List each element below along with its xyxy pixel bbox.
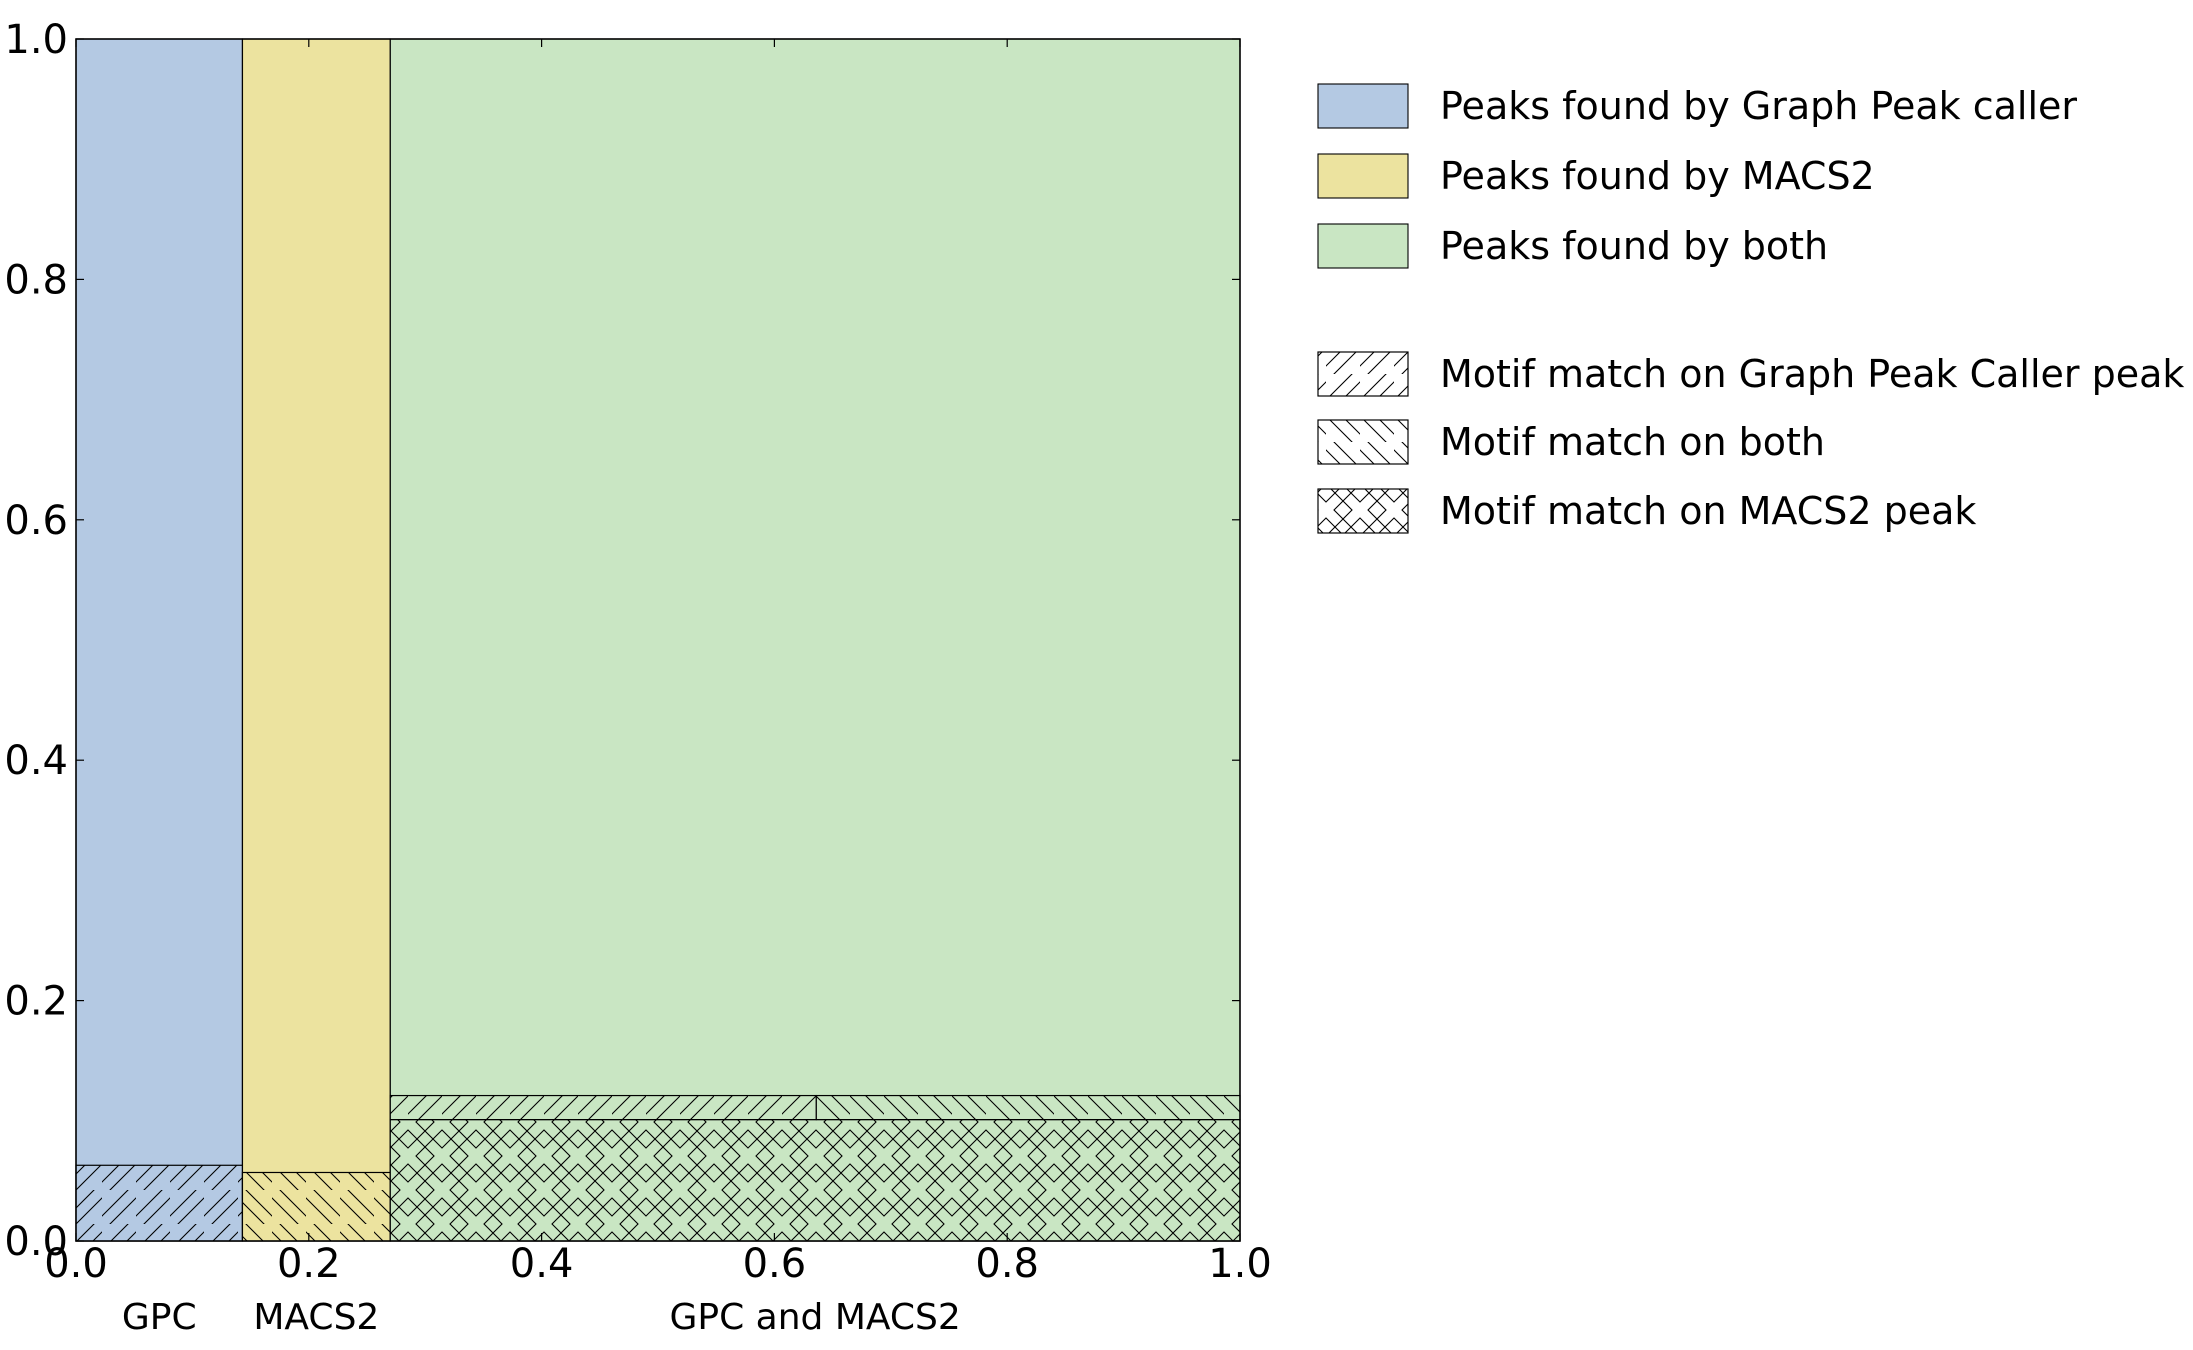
- group-bar-2: [241, 38, 391, 1242]
- legend-swatch-1: [1317, 83, 1409, 129]
- legend-swatch-hatch-6: [1317, 488, 1409, 534]
- group-label-3: GPC and MACS2: [669, 1297, 960, 1338]
- x-tick-label-0: 0.0: [44, 1241, 108, 1287]
- y-tick-label-3: 0.6: [4, 498, 68, 544]
- axes-layer: GPC MACS2 GPC and MACS2 0.0 0.2 0.4 0.6 0.8 1.0 0…: [4, 17, 1271, 1338]
- group-bar-1: [75, 38, 244, 1242]
- x-tick-label-2: 0.4: [510, 1241, 574, 1287]
- legend-label-6: Motif match on MACS2 peak: [1440, 489, 1976, 533]
- motif-segment-1-1: [75, 1164, 244, 1242]
- motif-segment-3-1: [389, 1118, 1241, 1242]
- x-tick-label-4: 0.8: [975, 1241, 1039, 1287]
- legend-swatch-3: [1317, 223, 1409, 269]
- y-tick-label-1: 0.2: [4, 979, 68, 1025]
- y-tick-label-0: 0.0: [4, 1219, 68, 1265]
- motif-segment-3-3: [815, 1094, 1241, 1121]
- group-label-2: MACS2: [253, 1297, 379, 1338]
- legend-label-3: Peaks found by both: [1440, 224, 1828, 268]
- x-tick-label-3: 0.6: [743, 1241, 807, 1287]
- plot-frame: [75, 38, 1241, 1242]
- legend-swatch-hatch-4: [1317, 351, 1409, 397]
- legend-swatch-hatch-5: [1317, 419, 1409, 465]
- y-tick-label-4: 0.8: [4, 257, 68, 303]
- bars-layer: [75, 38, 1241, 1242]
- group-label-1: GPC: [122, 1297, 197, 1338]
- motif-segment-2-1: [241, 1171, 391, 1242]
- group-bar-3: [389, 38, 1241, 1242]
- legend-label-1: Peaks found by Graph Peak caller: [1440, 84, 2077, 128]
- legend-label-5: Motif match on both: [1440, 420, 1825, 464]
- motif-segment-3-2: [389, 1094, 817, 1121]
- legend-label-4: Motif match on Graph Peak Caller peak: [1440, 352, 2184, 396]
- legend-label-2: Peaks found by MACS2: [1440, 154, 1875, 198]
- y-tick-label-5: 1.0: [4, 17, 68, 63]
- legend: Peaks found by Graph Peak caller Peaks fo…: [1317, 83, 2184, 534]
- x-tick-label-1: 0.2: [277, 1241, 341, 1287]
- x-tick-label-5: 1.0: [1208, 1241, 1272, 1287]
- y-tick-label-2: 0.4: [4, 738, 68, 784]
- legend-swatch-2: [1317, 153, 1409, 199]
